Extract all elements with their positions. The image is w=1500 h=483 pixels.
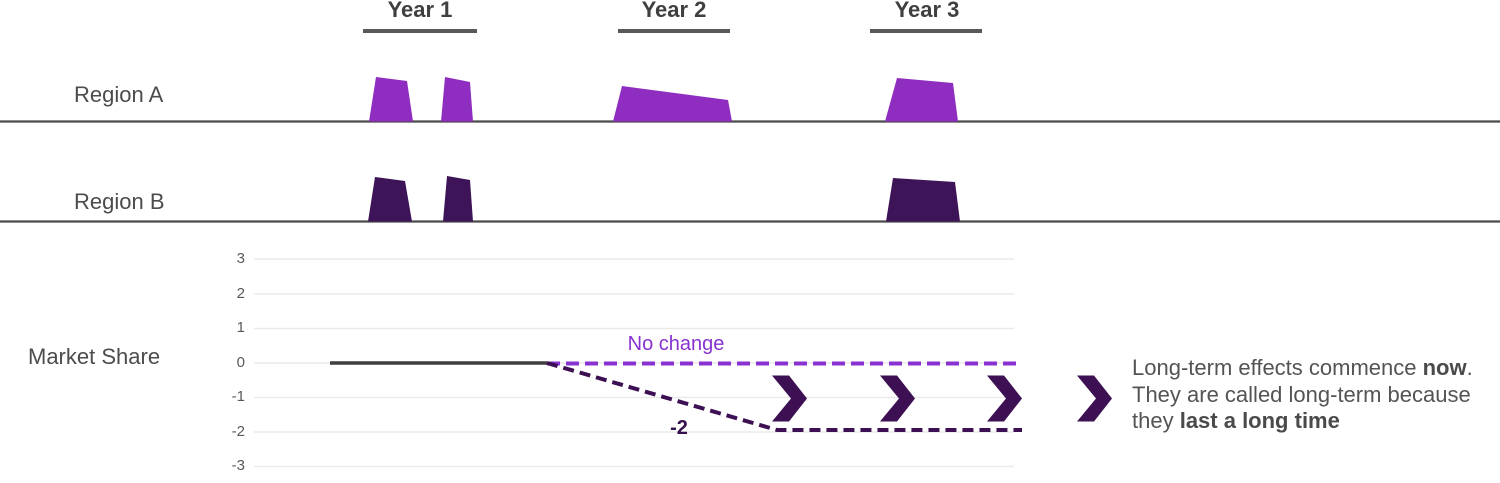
region-b-pulse-shape	[368, 177, 412, 222]
long-term-annotation: Long-term effects commence now. They are…	[1132, 355, 1500, 435]
y-axis-tick-label: 1	[236, 319, 245, 336]
year-2-label: Year 2	[641, 0, 707, 22]
region-a-pulse-shape	[369, 77, 413, 122]
y-axis-tick-label: -3	[231, 457, 245, 474]
market-share-label: Market Share	[28, 344, 161, 369]
region-a-pulse-shape	[885, 78, 958, 122]
region-a-pulse-shape	[613, 86, 732, 122]
long-term-dashed-line	[546, 361, 1022, 432]
region-b-pulse-shape	[886, 178, 960, 222]
year-3-underline	[870, 29, 982, 33]
region-b-pulse-shape	[443, 176, 473, 222]
annotation-line3-bold: last a long time	[1179, 408, 1340, 433]
year-2-underline	[618, 29, 730, 33]
annotation-line1-bold: now	[1422, 355, 1467, 380]
decline-value-label: -2	[670, 417, 688, 439]
y-axis-tick-label: 3	[236, 250, 245, 267]
region-a-pulse-shape	[441, 77, 473, 122]
year-3-label: Year 3	[894, 0, 960, 22]
chevron-icon	[772, 375, 807, 422]
annotation-line3-pre: they	[1132, 408, 1180, 433]
chevron-icon	[1077, 375, 1112, 422]
region-b-label: Region B	[74, 189, 165, 214]
annotation-line1-post: .	[1466, 355, 1473, 380]
y-axis-tick-label: -1	[231, 388, 245, 405]
y-axis-tick-label: 2	[236, 285, 245, 302]
year-1-label: Year 1	[387, 0, 453, 22]
y-axis-tick-label: 0	[236, 354, 245, 371]
year-1-underline	[363, 29, 477, 33]
no-change-series-label: No change	[627, 333, 725, 355]
chevron-icon	[880, 375, 915, 422]
chevron-icon	[987, 375, 1022, 422]
annotation-line1-pre: Long-term effects commence	[1132, 355, 1423, 380]
y-axis-tick-label: -2	[231, 423, 245, 440]
annotation-line2: They are called long-term because	[1132, 381, 1471, 407]
region-a-label: Region A	[74, 82, 164, 107]
